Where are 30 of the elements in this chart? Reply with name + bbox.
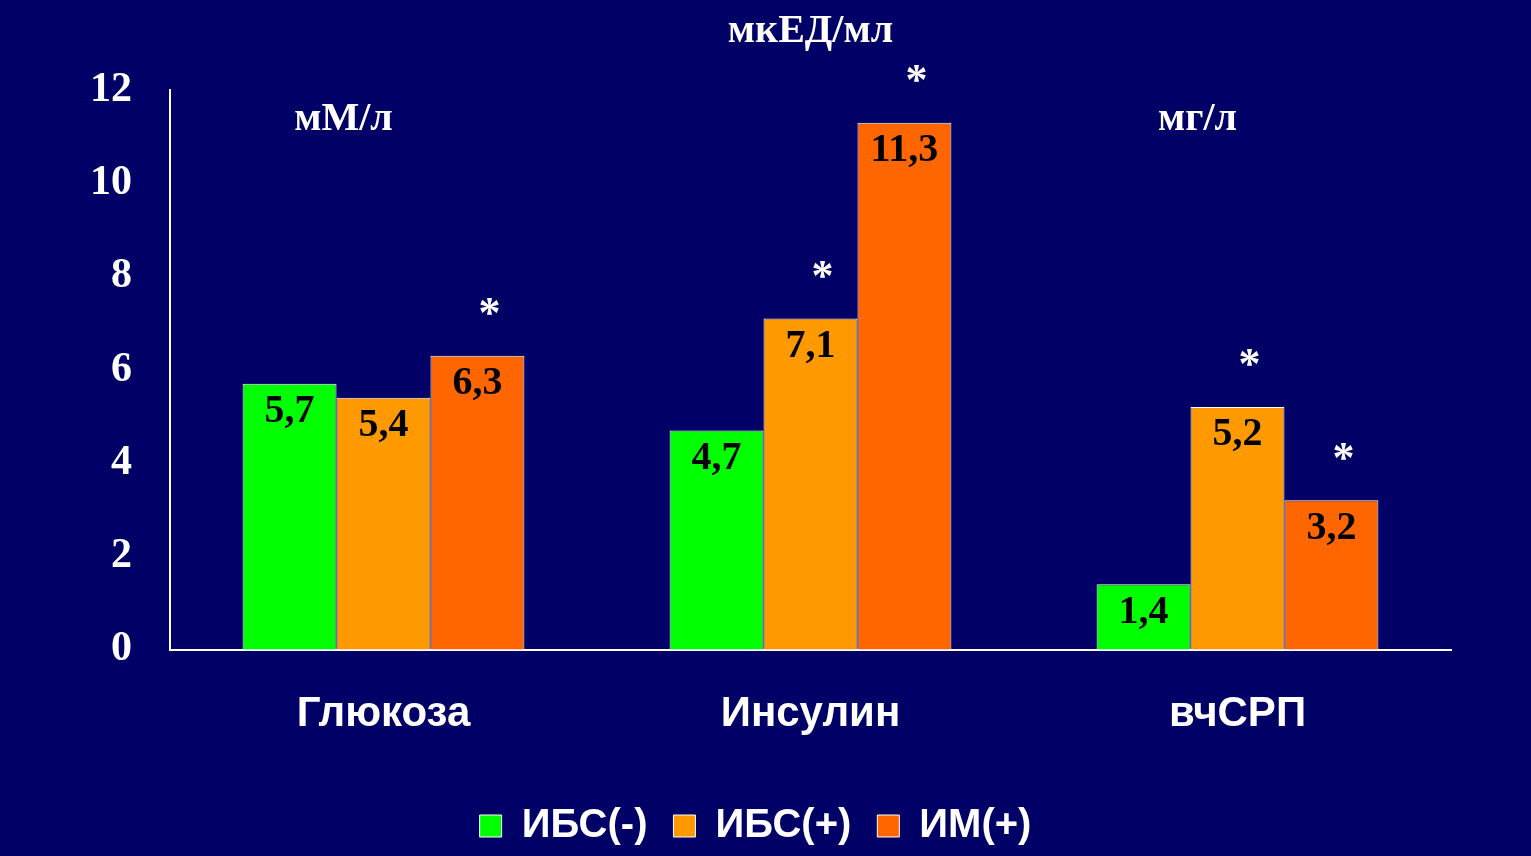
data-label: 4,7 <box>691 432 742 478</box>
data-label: 3,2 <box>1306 502 1357 548</box>
y-tick-label: 6 <box>111 343 132 390</box>
data-label: 5,4 <box>358 400 409 446</box>
data-label: 7,1 <box>785 320 836 366</box>
x-tick-label: вчСРП <box>1168 688 1307 736</box>
annotation: * <box>478 288 501 338</box>
data-label: 1,4 <box>1118 586 1169 632</box>
data-label: 5,2 <box>1212 409 1263 455</box>
y-tick-label: 4 <box>111 436 132 483</box>
annotation: мМ/л <box>294 94 393 140</box>
legend-label: ИМ(+) <box>919 801 1032 846</box>
y-tick-label: 8 <box>111 250 132 297</box>
data-label: 5,7 <box>264 386 315 432</box>
x-tick-label: Инсулин <box>720 688 901 736</box>
annotation: * <box>1238 339 1261 389</box>
legend-label: ИБС(-) <box>521 801 648 846</box>
y-tick-label: 12 <box>90 63 132 110</box>
annotation: * <box>905 55 928 104</box>
annotation: * <box>1332 432 1355 482</box>
x-tick-label: Глюкоза <box>296 688 471 736</box>
annotation: * <box>811 250 834 300</box>
data-label: 11,3 <box>870 124 939 170</box>
text: мкЕД/мл <box>727 6 894 52</box>
data-label: 6,3 <box>452 358 503 404</box>
y-tick-label: 0 <box>111 623 132 670</box>
y-tick-label: 10 <box>90 157 132 204</box>
y-tick-label: 2 <box>111 530 132 577</box>
legend-label: ИБС(+) <box>715 801 852 846</box>
annotation: мг/л <box>1158 94 1237 140</box>
